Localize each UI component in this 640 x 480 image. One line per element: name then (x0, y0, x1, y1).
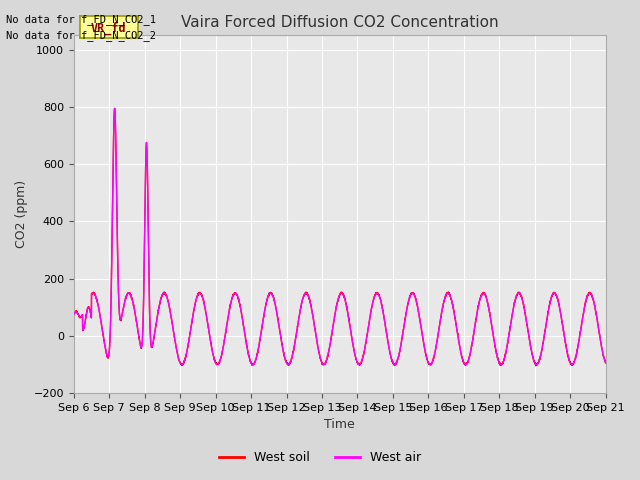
West air (284, 361, 292, 367)
West soil (602, 360, 609, 366)
West soil (70, 311, 77, 316)
West soil (489, 331, 497, 336)
West air (490, 332, 497, 337)
Text: No data for f_FD_N_CO2_2: No data for f_FD_N_CO2_2 (6, 30, 156, 41)
West air (459, 358, 467, 363)
West soil (111, 105, 118, 111)
Y-axis label: CO2 (ppm): CO2 (ppm) (15, 180, 28, 248)
West air (429, 356, 437, 361)
Title: Vaira Forced Diffusion CO2 Concentration: Vaira Forced Diffusion CO2 Concentration (181, 15, 499, 30)
West air (70, 312, 77, 317)
Text: No data for f_FD_N_CO2_1: No data for f_FD_N_CO2_1 (6, 13, 156, 24)
Text: VR_fd: VR_fd (91, 21, 127, 35)
West air (320, 361, 328, 367)
West air (166, 304, 173, 310)
West soil (459, 357, 467, 363)
Legend: West soil, West air: West soil, West air (214, 446, 426, 469)
X-axis label: Time: Time (324, 419, 355, 432)
West air (111, 106, 118, 111)
West soil (602, 359, 609, 365)
West soil (320, 361, 328, 367)
Line: West air: West air (74, 108, 605, 364)
West soil (532, 363, 540, 369)
West air (602, 360, 609, 366)
West air (602, 359, 609, 364)
West soil (429, 355, 437, 361)
West soil (166, 305, 173, 311)
Line: West soil: West soil (74, 108, 605, 366)
